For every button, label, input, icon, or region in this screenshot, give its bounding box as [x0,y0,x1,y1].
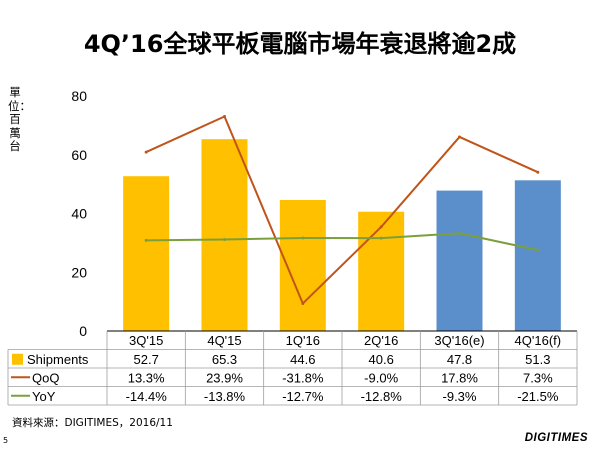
data-label-yoy: -12.8% [361,389,403,404]
bar-4Q'16(f) [514,180,561,331]
bar-2Q'16 [358,211,405,331]
line-yoy [146,232,539,252]
data-label-shipments: 44.6 [290,352,315,367]
point-yoy-2Q'16 [379,236,383,240]
data-label-shipments: 47.8 [447,352,472,367]
chart-title: 4Q’16全球平板電腦市場年衰退將逾2成 [83,30,517,58]
data-label-qoq: 13.3% [128,370,165,385]
y-tick-label: 60 [71,147,87,163]
data-label-yoy: -21.5% [517,389,559,404]
x-tick-label: 4Q'16(f) [515,333,562,348]
source-note: 資料來源：DIGITIMES，2016/11 [12,417,173,429]
data-label-qoq: 17.8% [441,370,478,385]
x-tick-label: 3Q'16(e) [434,333,484,348]
x-tick-label: 1Q'16 [286,333,320,348]
x-tick-label: 3Q'15 [129,333,163,348]
data-label-shipments: 65.3 [212,352,237,367]
digitimes-logo: DIGITIMES [524,432,588,444]
legend-label-yoy: YoY [32,389,56,404]
page-number: 5 [3,436,9,445]
data-label-qoq: -9.0% [364,370,398,385]
y-tick-label: 20 [71,264,87,280]
point-qoq-2Q'16 [379,225,383,229]
data-label-yoy: -12.7% [282,389,324,404]
legend-label-shipments: Shipments [27,352,89,367]
data-label-shipments: 51.3 [525,352,550,367]
point-qoq-4Q'16(f) [536,170,540,174]
line-qoq [145,115,539,305]
x-tick-label: 4Q'15 [207,333,241,348]
bar-3Q'16(e) [436,190,483,331]
point-qoq-3Q'15 [144,150,148,154]
data-label-yoy: -14.4% [126,389,168,404]
y-tick-label: 80 [71,88,87,104]
data-label-shipments: 52.7 [134,352,159,367]
bar-3Q'15 [123,176,170,331]
point-yoy-4Q'16(f) [536,248,540,252]
point-qoq-1Q'16 [301,301,305,305]
data-label-yoy: -13.8% [204,389,246,404]
point-yoy-3Q'15 [144,238,148,242]
point-qoq-4Q'15 [223,114,226,118]
point-yoy-1Q'16 [301,236,305,240]
bar-4Q'15 [201,139,248,331]
point-yoy-3Q'16(e) [458,231,461,235]
y-tick-label: 0 [79,323,87,339]
point-qoq-3Q'16(e) [458,135,461,139]
x-tick-label: 2Q'16 [364,333,398,348]
data-label-qoq: 7.3% [523,370,553,385]
y-tick-label: 40 [71,206,87,222]
legend-swatch-shipments [12,353,23,365]
data-label-shipments: 40.6 [369,352,394,367]
point-yoy-4Q'15 [223,237,226,241]
data-label-qoq: 23.9% [206,370,243,385]
data-label-qoq: -31.8% [282,370,324,385]
data-label-yoy: -9.3% [443,389,477,404]
legend-label-qoq: QoQ [32,370,59,385]
